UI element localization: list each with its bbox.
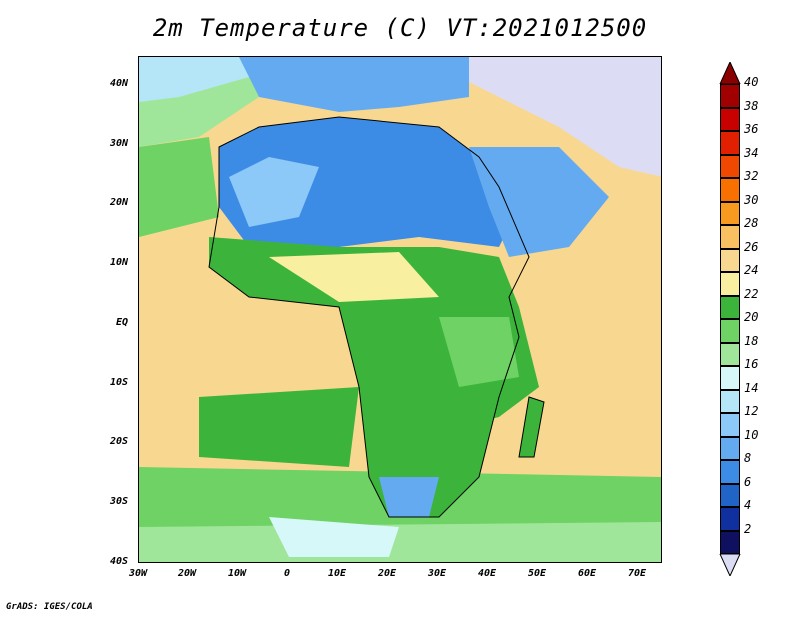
colorbar-swatch (720, 319, 740, 343)
colorbar-label: 16 (744, 357, 759, 371)
x-tick-label: 50E (527, 568, 547, 579)
asia-cold (459, 57, 661, 177)
southern-ocean-light (139, 522, 661, 562)
colorbar-label: 36 (744, 122, 759, 136)
colorbar-label: 34 (744, 145, 759, 160)
colorbar-swatch (720, 84, 740, 108)
y-tick-label: 20S (109, 436, 128, 447)
colorbar-swatch (720, 436, 740, 460)
y-tick-label: EQ (115, 317, 128, 328)
colorbar-label: 20 (744, 310, 759, 324)
atlantic-green (139, 137, 219, 237)
europe-blue (239, 57, 469, 112)
colorbar-label: 26 (744, 239, 759, 254)
colorbar-swatch (720, 248, 740, 272)
x-tick-label: 70E (627, 568, 647, 579)
colorbar-swatch (720, 107, 740, 131)
colorbar-swatch (720, 225, 740, 249)
colorbar-swatch (720, 272, 740, 296)
x-tick-label: 20W (177, 568, 197, 579)
y-tick-label: 30N (109, 138, 128, 149)
x-tick-label: 30W (128, 568, 148, 579)
madagascar (519, 397, 544, 457)
colorbar-bottom-arrow (719, 554, 741, 576)
colorbar-swatch (720, 342, 740, 366)
x-tick-label: 0 (283, 568, 291, 579)
x-tick-label: 40E (477, 568, 497, 579)
colorbar-label: 6 (744, 474, 752, 489)
colorbar-swatch (720, 413, 740, 437)
colorbar-label: 38 (744, 98, 759, 113)
x-tick-label: 60E (577, 568, 597, 579)
southern-tip-cool (379, 477, 439, 517)
colorbar-label: 32 (744, 169, 759, 183)
colorbar-label: 24 (744, 263, 759, 277)
x-tick-label: 10E (327, 568, 347, 579)
colorbar-swatch (720, 366, 740, 390)
x-tick-label: 20E (377, 568, 397, 579)
colorbar-swatch (720, 178, 740, 202)
colorbar-label: 28 (744, 216, 759, 230)
madagascar-coastline (518, 396, 545, 458)
sahel-yellow (269, 252, 439, 302)
colorbar-swatch (720, 295, 740, 319)
colorbar-label: 30 (744, 192, 759, 207)
colorbar-swatch (720, 201, 740, 225)
sahara-west-light (229, 157, 319, 227)
colorbar-swatch (720, 483, 740, 507)
colorbar-swatch (720, 154, 740, 178)
east-africa-green (439, 317, 519, 387)
colorbar-label: 18 (744, 333, 759, 348)
colorbar-swatch (720, 389, 740, 413)
africa-coastline (208, 116, 530, 518)
y-tick-label: 30S (109, 496, 128, 507)
south-atlantic-green (199, 387, 359, 467)
y-tick-label: 40S (109, 556, 128, 567)
colorbar-swatch (720, 131, 740, 155)
x-tick-label: 30E (427, 568, 447, 579)
colorbar-label: 12 (744, 404, 759, 418)
colorbar-label: 40 (744, 75, 759, 89)
colorbar-label: 10 (744, 427, 759, 442)
y-tick-label: 10N (109, 257, 128, 268)
map-title: 2m Temperature (C) VT:2021012500 (152, 14, 648, 42)
north-atlantic-cold (139, 57, 249, 102)
colorbar-label: 2 (744, 521, 752, 536)
colorbar-label: 8 (744, 451, 752, 465)
y-tick-label: 40N (109, 78, 128, 89)
colorbar-label: 22 (744, 286, 759, 301)
colorbar-label: 4 (744, 498, 752, 512)
cape-cold-water (269, 517, 399, 557)
colorbar-top-arrow (719, 62, 741, 84)
colorbar-label: 14 (744, 380, 759, 395)
colorbar-swatch (720, 507, 740, 531)
arabia (469, 147, 609, 257)
map-canvas (139, 57, 661, 562)
colorbar-swatch (720, 530, 740, 554)
colorbar-swatch (720, 460, 740, 484)
y-tick-label: 10S (109, 377, 128, 388)
credit-label: GrADS: IGES/COLA (6, 602, 93, 612)
x-tick-label: 10W (227, 568, 247, 579)
temperature-map (138, 56, 662, 563)
y-tick-label: 20N (109, 197, 128, 208)
